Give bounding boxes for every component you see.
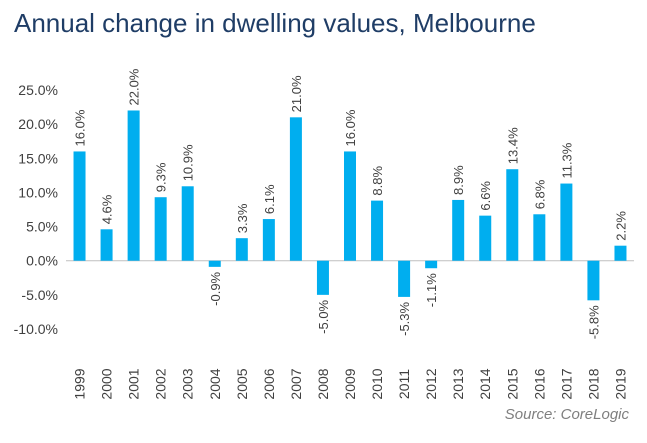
data-label-2007: 21.0% [289,75,304,112]
bar-2007 [289,117,302,261]
data-label-2015: 13.4% [505,127,520,164]
x-tick-label-2017: 2017 [558,368,574,399]
data-label-2005: 3.3% [235,203,250,233]
data-label-2019: 2.2% [613,211,628,241]
data-label-2008: -5.0% [316,299,331,333]
y-tick-label: 5.0% [26,219,58,235]
data-label-2006: 6.1% [262,184,277,214]
x-tick-label-2012: 2012 [423,368,439,399]
y-tick-label: 25.0% [18,82,58,98]
x-tick-label-2003: 2003 [180,368,196,399]
x-tick-label-2002: 2002 [153,368,169,399]
bar-1999 [73,151,86,261]
bar-2019 [614,245,627,261]
x-tick-label-2004: 2004 [207,368,223,399]
x-tick-label-2005: 2005 [234,368,250,399]
data-label-2002: 9.3% [154,162,169,192]
data-label-2009: 16.0% [343,109,358,146]
x-tick-label-2019: 2019 [612,368,628,399]
bar-2013 [452,199,465,261]
data-label-2013: 8.9% [451,165,466,195]
x-tick-label-2018: 2018 [585,368,601,399]
x-tick-label-1999: 1999 [72,368,88,399]
bar-2010 [371,200,384,261]
x-tick-label-2007: 2007 [288,368,304,399]
x-tick-label-2013: 2013 [450,368,466,399]
x-tick-label-2000: 2000 [99,368,115,399]
x-tick-label-2016: 2016 [531,368,547,399]
bar-2000 [100,229,113,261]
data-labels: 16.0% 4.6% 22.0% 9.3% 10.9% -0.9% 3.3% 6.1% 21.0… [73,68,629,339]
x-tick-label-2014: 2014 [477,368,493,399]
data-label-1999: 16.0% [73,109,88,146]
data-label-2001: 22.0% [127,68,142,105]
y-tick-label: 20.0% [18,116,58,132]
x-axis: 1999 2000 2001 2002 2003 2004 2005 2006 2007 2008… [72,368,629,399]
y-tick-label: 0.0% [26,253,58,269]
y-tick-label: -10.0% [14,321,58,337]
data-label-2003: 10.9% [181,144,196,181]
x-tick-label-2008: 2008 [315,368,331,399]
bar-2005 [235,238,248,261]
bar-2001 [127,110,140,261]
y-tick-label: 15.0% [18,150,58,166]
bar-2012 [425,260,438,269]
bars [73,110,627,301]
bar-2015 [506,169,519,261]
bar-2011 [398,260,411,297]
chart-title: Annual change in dwelling values, Melbou… [14,8,536,38]
y-axis: 25.0% 20.0% 15.0% 10.0% 5.0% 0.0% -5.0% -10.0% [14,82,58,337]
y-tick-label: -5.0% [21,287,58,303]
data-label-2011: -5.3% [397,301,412,335]
data-label-2017: 11.3% [559,142,574,178]
bar-2008 [316,260,329,295]
x-tick-label-2015: 2015 [504,368,520,399]
x-tick-label-2009: 2009 [342,368,358,399]
data-label-2012: -1.1% [424,273,439,307]
bar-2009 [344,151,356,261]
data-label-2000: 4.6% [100,194,115,224]
x-tick-label-2010: 2010 [369,368,385,399]
data-label-2016: 6.8% [532,179,547,209]
x-tick-label-2001: 2001 [126,368,142,399]
bar-2004 [208,260,221,267]
data-label-2010: 8.8% [370,166,385,196]
source-note: Source: CoreLogic [504,406,629,423]
bar-2006 [262,219,275,261]
data-label-2004: -0.9% [208,271,223,305]
bar-2014 [479,215,492,261]
bar-2017 [560,183,573,261]
bar-2002 [154,197,167,261]
bar-2016 [533,214,546,261]
bar-2003 [181,186,194,261]
data-label-2014: 6.6% [478,181,493,211]
x-tick-label-2006: 2006 [261,368,277,399]
x-tick-label-2011: 2011 [396,369,412,399]
bar-2018 [587,260,600,301]
y-tick-label: 10.0% [18,184,58,200]
data-label-2018: -5.8% [586,305,601,339]
